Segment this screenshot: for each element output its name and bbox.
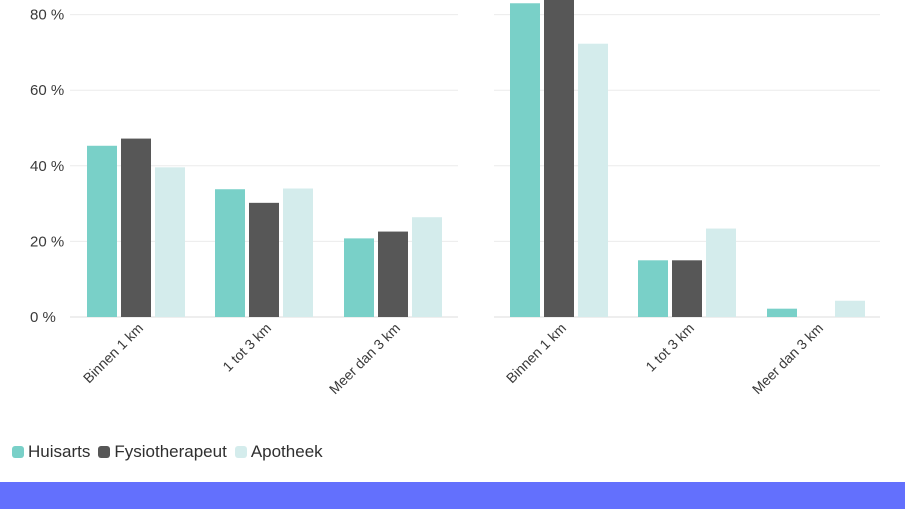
category-label: Meer dan 3 km	[749, 320, 826, 397]
bar-fysiotherapeut-2	[249, 202, 279, 317]
y-tick-label: 80 %	[30, 7, 64, 24]
bar-huisarts-2	[638, 260, 668, 317]
bar-huisarts-3	[767, 308, 797, 317]
y-tick-label: 40 %	[30, 158, 64, 175]
legend-label-fysiotherapeut: Fysiotherapeut	[114, 442, 227, 461]
legend: Huisarts Fysiotherapeut Apotheek	[12, 442, 331, 462]
bar-apotheek-3	[835, 300, 865, 317]
category-label: 1 tot 3 km	[219, 320, 274, 375]
category-label: Binnen 1 km	[503, 320, 569, 386]
bar-fysiotherapeut-3	[378, 231, 408, 317]
bar-fysiotherapeut-1	[544, 0, 574, 317]
category-label: Meer dan 3 km	[326, 320, 403, 397]
legend-item-apotheek: Apotheek	[234, 442, 323, 462]
bar-apotheek-2	[706, 228, 736, 317]
bar-apotheek-1	[578, 43, 608, 318]
bar-apotheek-3	[412, 217, 442, 317]
legend-item-huisarts: Huisarts	[12, 442, 90, 462]
chart-area: 0 % 20 % 40 % 60 % 80 % Binnen 1 km 1 tot 3 km…	[30, 0, 880, 397]
y-tick-label: 0 %	[30, 309, 56, 326]
bar-fysiotherapeut-1	[121, 138, 151, 317]
y-tick-label: 20 %	[30, 233, 64, 250]
legend-swatch-huisarts	[12, 446, 24, 458]
y-tick-label: 60 %	[30, 82, 64, 99]
bar-apotheek-1	[155, 167, 185, 317]
bar-huisarts-3	[344, 238, 374, 317]
legend-swatch-apotheek	[234, 446, 247, 458]
bar-huisarts-2	[215, 189, 245, 317]
legend-item-fysiotherapeut: Fysiotherapeut	[98, 442, 227, 462]
footer-band	[0, 482, 905, 509]
bar-apotheek-2	[283, 188, 313, 317]
legend-label-apotheek: Apotheek	[250, 442, 323, 461]
bar-fysiotherapeut-2	[672, 260, 702, 317]
bar-huisarts-1	[87, 145, 117, 317]
category-label: 1 tot 3 km	[642, 320, 697, 375]
category-label: Binnen 1 km	[80, 320, 146, 386]
legend-label-huisarts: Huisarts	[28, 442, 91, 461]
bar-huisarts-1	[510, 3, 540, 317]
legend-swatch-fysiotherapeut	[98, 446, 111, 458]
